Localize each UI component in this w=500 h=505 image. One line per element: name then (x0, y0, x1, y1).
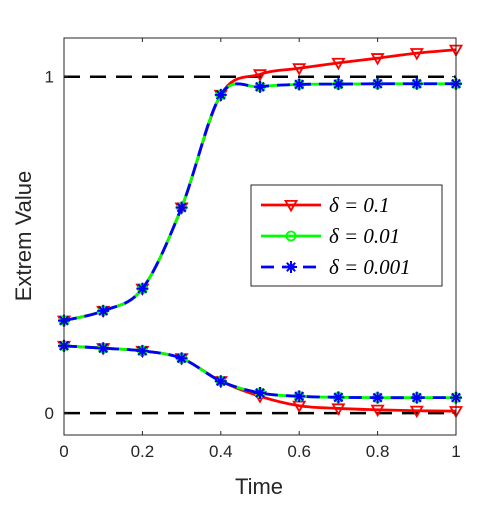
data-point-marker (214, 88, 227, 101)
legend-marker (283, 199, 299, 213)
data-point-marker (332, 391, 345, 404)
axes-frame (63, 37, 457, 436)
data-point-marker (410, 77, 423, 90)
data-point-marker (332, 78, 345, 91)
data-point-marker (293, 390, 306, 403)
data-point-marker (97, 342, 110, 355)
data-point-marker (409, 405, 424, 419)
plot-area-border (63, 37, 457, 436)
data-point-marker (175, 352, 188, 365)
data-point-marker (175, 201, 188, 214)
data-point-marker (292, 63, 307, 76)
series-line (63, 82, 456, 322)
data-point-marker (293, 78, 306, 91)
data-point-marker (136, 282, 149, 295)
legend-label: δ = 0.01 (329, 224, 400, 248)
data-point-marker (371, 77, 384, 90)
x-tick-label: 0.8 (366, 442, 390, 461)
x-axis-title: Time (235, 474, 283, 499)
y-tick-label: 0 (45, 404, 54, 423)
x-tick-label: 0.6 (287, 442, 311, 461)
data-point-marker (254, 80, 266, 93)
data-point-marker (371, 391, 384, 404)
data-point-marker (254, 386, 266, 399)
y-tick-label: 1 (45, 68, 54, 87)
legend-marker (285, 261, 297, 273)
x-tick-label: 0.4 (209, 442, 233, 461)
data-point-marker (331, 403, 346, 416)
series-line (63, 344, 456, 400)
data-point-marker (136, 344, 149, 357)
data-point-marker (410, 391, 423, 404)
series-layer (56, 44, 464, 419)
legend-label: δ = 0.1 (329, 193, 390, 217)
data-point-marker (331, 57, 346, 71)
legend-entry: δ = 0.001 (261, 255, 411, 279)
legend-label: δ = 0.001 (329, 255, 411, 279)
x-tick-label: 1 (451, 442, 460, 461)
legend-marker (285, 230, 297, 242)
data-point-marker (409, 48, 424, 61)
legend: δ = 0.1 δ = 0.01 δ = 0.001 (250, 184, 443, 287)
data-point-marker (97, 304, 110, 317)
data-point-marker (370, 404, 385, 418)
legend-entry: δ = 0.01 (261, 224, 400, 248)
series-lower-5 (58, 339, 462, 404)
y-axis-title: Extrem Value (11, 171, 36, 301)
legend-entry: δ = 0.1 (261, 193, 390, 217)
x-tick-label: 0 (59, 442, 68, 461)
data-point-marker (214, 375, 227, 388)
data-point-marker (252, 69, 268, 82)
data-point-marker (370, 53, 385, 66)
x-tick-label: 0.2 (131, 442, 155, 461)
reference-lines (64, 75, 456, 415)
tick-layer: 0 0.2 0.4 0.6 0.8 1 0 1 (45, 38, 461, 461)
